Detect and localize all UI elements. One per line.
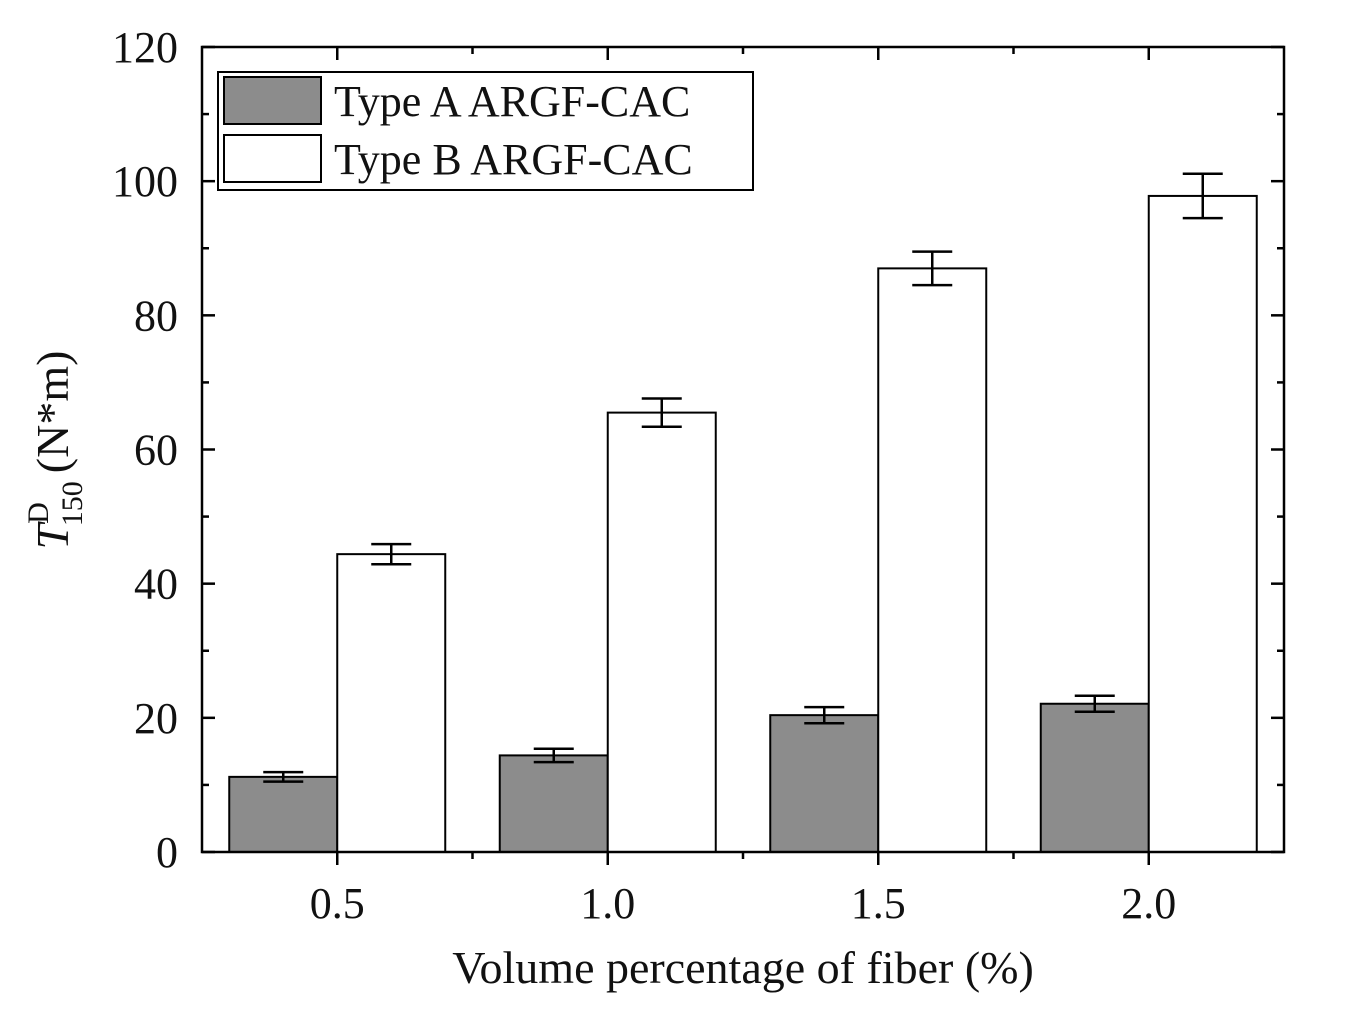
error-bar-series2-2.0 [1182, 172, 1223, 220]
y-axis-superscript: D [22, 502, 55, 524]
svg-text:TD150(N*m): TD150 (N*m) [22, 351, 89, 550]
bar-series2-1.0 [606, 411, 717, 853]
error-bars-layer [263, 172, 1223, 783]
bar-series2-0.5 [336, 553, 447, 854]
error-bar-series1-2.0 [1074, 694, 1115, 714]
bar-series2-1.5 [877, 267, 988, 853]
x-axis-title: Volume percentage of fiber (%) [452, 942, 1034, 993]
error-bar-series1-0.5 [263, 770, 304, 783]
bar-series1-1.0 [498, 754, 609, 854]
y-tick-label: 40 [134, 560, 178, 609]
legend-swatch-type-b [223, 134, 322, 183]
y-axis-symbol: T [27, 520, 78, 549]
y-tick-label: 20 [134, 694, 178, 743]
bars-layer [228, 194, 1258, 854]
error-bar-series1-1.0 [533, 747, 574, 764]
y-axis-unit: (N*m) [27, 351, 78, 474]
y-tick-label: 80 [134, 291, 178, 340]
x-tick-label: 0.5 [310, 879, 365, 928]
x-tick-label: 2.0 [1121, 879, 1176, 928]
x-tick-label: 1.0 [580, 879, 635, 928]
ticks-layer: 0 20 40 60 80 100 120 0.5 1.0 1.5 2.0 [112, 23, 1284, 928]
bar-series1-0.5 [228, 775, 339, 853]
legend-label-type-b: Type B ARGF-CAC [334, 135, 693, 184]
error-bar-series1-1.5 [804, 705, 845, 725]
legend: Type A ARGF-CAC Type B ARGF-CAC [217, 71, 754, 191]
y-tick-label: 120 [112, 23, 178, 72]
bar-series1-1.5 [769, 714, 880, 854]
error-bar-series2-1.0 [641, 397, 682, 428]
error-bar-series2-1.5 [912, 250, 953, 287]
error-bar-series2-0.5 [371, 542, 412, 566]
y-tick-label: 0 [156, 828, 178, 877]
y-axis-subscript: 150 [56, 481, 89, 526]
x-tick-label: 1.5 [851, 879, 906, 928]
y-tick-label: 60 [134, 426, 178, 475]
bar-series2-2.0 [1147, 194, 1258, 854]
y-axis-title: TD150 (N*m) [22, 351, 89, 550]
legend-swatch-type-a [223, 76, 322, 125]
y-tick-label: 100 [112, 157, 178, 206]
bar-series1-2.0 [1039, 702, 1150, 854]
plot-frame [200, 45, 1286, 854]
legend-label-type-a: Type A ARGF-CAC [334, 77, 690, 126]
